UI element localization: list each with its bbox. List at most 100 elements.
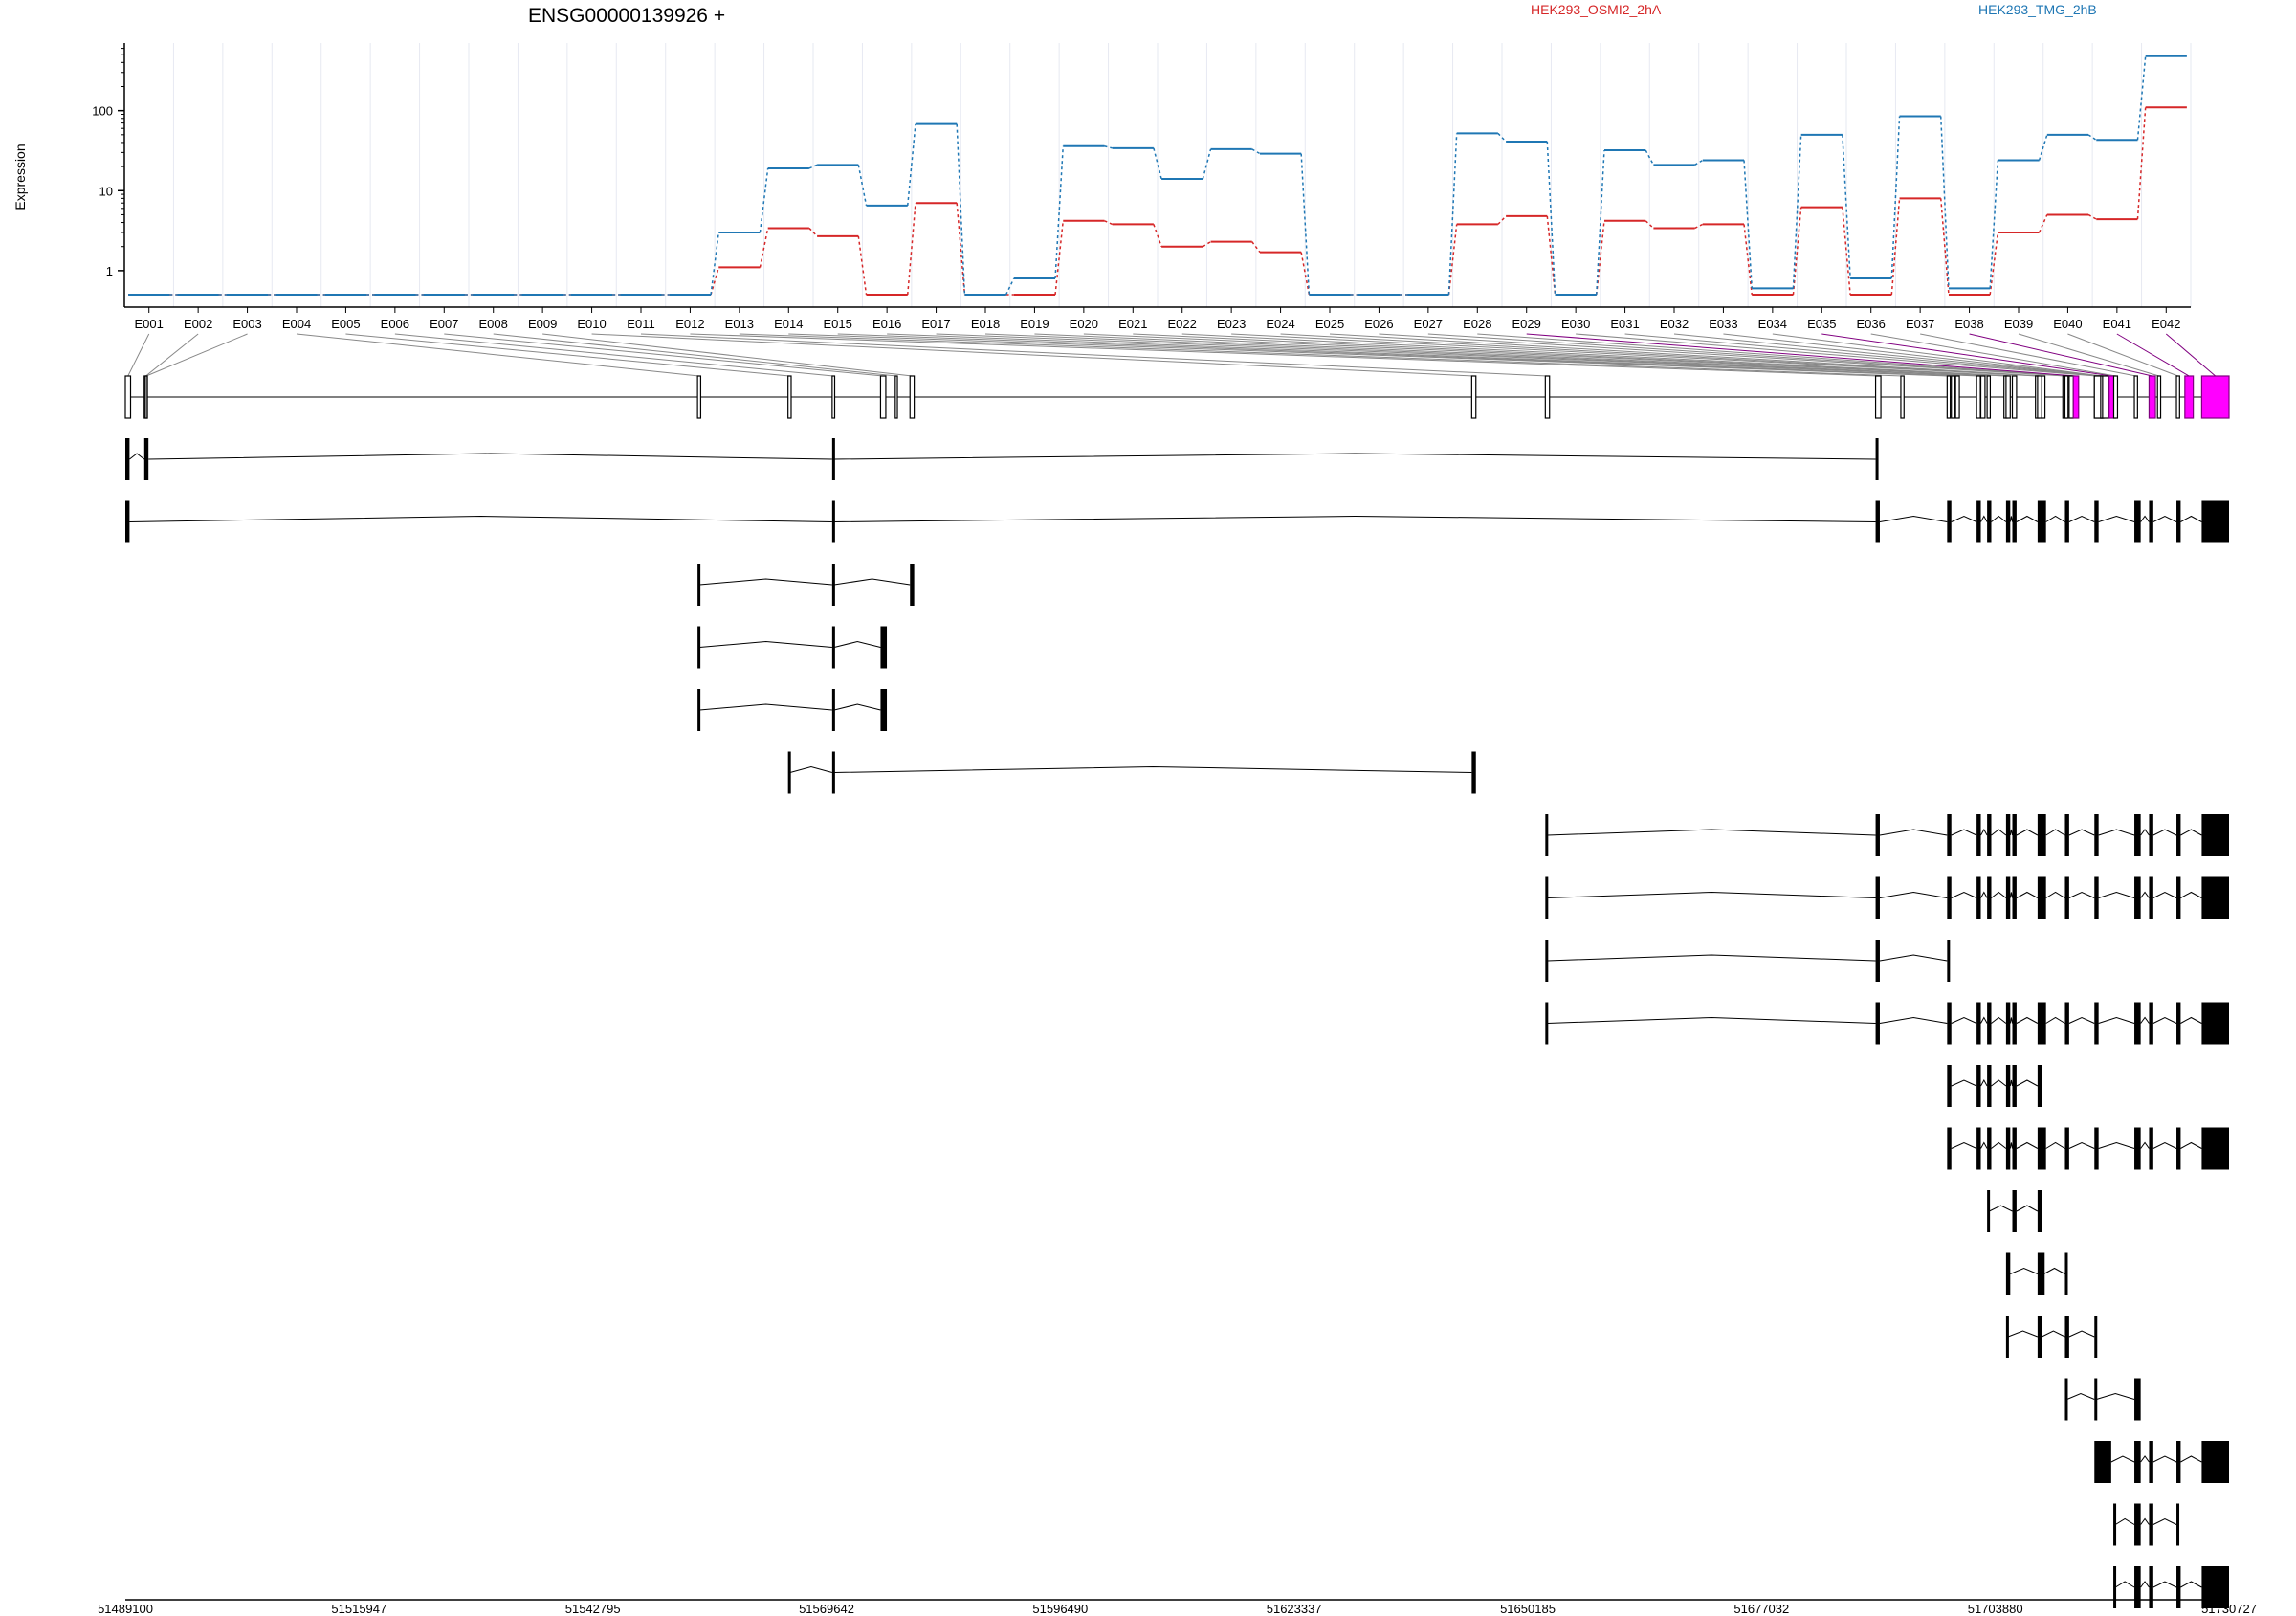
transcript-exon [2042,1002,2046,1045]
transcript-exon [2134,1503,2141,1546]
exon-link [640,333,1548,377]
transcript-exon [2149,876,2153,919]
x-tick-label: E001 [135,317,164,331]
transcript-exon [2094,876,2099,919]
transcript-intron [2016,1016,2039,1024]
transcript-intron [2140,515,2150,522]
transcript-exon [1545,940,1549,982]
exon-link [1280,333,2041,377]
transcript-exon [2037,1127,2042,1170]
x-tick-label: E011 [627,317,654,331]
exon-link [2165,333,2217,377]
transcript-intron [1879,891,1948,898]
transcript-exon [2149,1002,2153,1045]
transcript-exon [1987,1002,1992,1045]
transcript-15 [2005,1316,2098,1358]
series-connector [169,55,2147,296]
exon-link [345,333,790,377]
transcript-exon [2201,814,2229,856]
transcript-intron [1989,1205,2013,1212]
transcript-intron [1991,891,2007,898]
transcript-exon [2176,1441,2181,1483]
exon-link [1231,333,2038,377]
transcript-intron [2009,1079,2013,1087]
transcript-exon [697,564,701,606]
exon-link [1083,333,2006,377]
gene-exon-bin [2200,375,2230,419]
gene-exon-bin [2100,375,2104,419]
transcript-exon [831,689,835,731]
x-tick-label: E036 [1857,317,1886,331]
x-tick-label: E021 [1118,317,1147,331]
x-tick-label: E042 [2152,317,2180,331]
transcript-intron [1980,515,1988,522]
transcript-exon [2134,1127,2141,1170]
transcript-exon [2134,1002,2141,1045]
transcript-exon [2134,1441,2141,1483]
exon-link [444,333,884,377]
gene-exon-bin [909,375,916,419]
transcript-exon [2037,1316,2042,1358]
transcript-exon [2094,1316,2098,1358]
transcript-exon [1947,1127,1952,1170]
gene-exon-bin [2041,375,2046,419]
exon-link [1034,333,1989,377]
transcript-intron [1951,1141,1977,1149]
x-tick-label: E019 [1020,317,1049,331]
x-tick-label: E031 [1610,317,1639,331]
genomic-tick-label: 51489100 [98,1602,153,1616]
transcript-intron [834,453,1876,460]
gene-exon-bin [696,375,702,419]
transcript-exon [2113,1566,2117,1608]
transcript-exon [1875,876,1880,919]
transcript-intron [2152,829,2177,836]
transcript-exon [2134,876,2141,919]
transcript-intron [2140,1455,2150,1463]
transcript-intron [834,515,1876,522]
gene-exon-bin [2072,375,2080,419]
x-tick-label: E028 [1463,317,1491,331]
transcript-intron [1951,1016,1977,1024]
transcript-intron [1980,1078,1988,1087]
transcript-exon [2037,1065,2042,1107]
transcript-models [124,375,2230,1608]
transcript-exon [2012,1065,2017,1107]
transcript-intron [2066,1392,2095,1400]
chart-title: ENSG00000139926 + [528,5,725,27]
genomic-tick-label: 51515947 [331,1602,386,1616]
transcript-exon [2037,1190,2042,1232]
transcript-13 [1987,1190,2042,1232]
exon-link [1477,333,2072,377]
transcript-intron [2114,1517,2135,1525]
x-tick-label: E015 [824,317,852,331]
transcript-intron [2098,829,2135,836]
transcript-intron [1547,1016,1876,1024]
transcript-exon [2201,1441,2229,1483]
axes: 1 10 100 [92,43,2191,313]
transcript-exon [1987,500,1992,543]
x-tick-label: E034 [1758,317,1787,331]
exon-link [887,333,1958,377]
exon-link [1181,333,2015,377]
transcript-intron [2045,515,2065,522]
transcript-intron [1547,954,1876,962]
transcript-exon [831,626,835,669]
transcript-intron [129,515,832,522]
x-tick-label: E003 [232,317,261,331]
x-tick-label: E010 [577,317,606,331]
transcript-intron [2007,1330,2039,1338]
transcript-exon [2012,500,2017,543]
exon-link [127,333,150,377]
transcript-intron [148,453,832,460]
y-tick-label: 1 [106,264,113,278]
transcript-intron [2152,891,2177,898]
transcript-intron [2180,1581,2202,1588]
transcript-exon [1545,1002,1549,1045]
exon-link [591,333,1474,377]
x-tick-label: E038 [1954,317,1983,331]
transcript-intron [2068,1330,2095,1338]
gene-exon-bin [879,375,887,419]
gene-exon-bin [2133,375,2138,419]
gene-exon-bin [2175,375,2180,419]
transcript-intron [1951,515,1977,522]
